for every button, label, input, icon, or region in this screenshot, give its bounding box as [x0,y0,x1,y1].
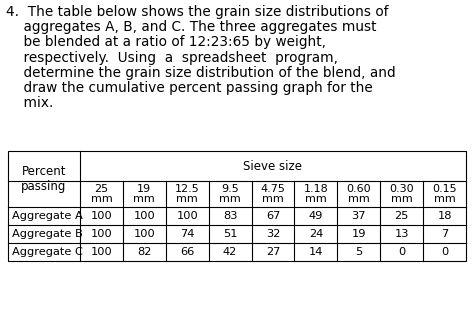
Text: 25: 25 [94,184,109,194]
Text: mm: mm [305,194,327,204]
Text: 18: 18 [438,211,452,221]
Text: 4.75: 4.75 [261,184,285,194]
Text: mm: mm [391,194,412,204]
Text: aggregates A, B, and C. The three aggregates must: aggregates A, B, and C. The three aggreg… [6,20,376,34]
Text: mm: mm [176,194,198,204]
Text: 82: 82 [137,247,152,257]
Text: 67: 67 [266,211,280,221]
Text: 0: 0 [441,247,448,257]
Text: 100: 100 [91,247,112,257]
Text: 19: 19 [352,229,366,239]
Text: 14: 14 [309,247,323,257]
Text: Sieve size: Sieve size [244,160,302,173]
Text: Aggregate A: Aggregate A [12,211,83,221]
Text: 32: 32 [266,229,280,239]
Text: 0: 0 [398,247,405,257]
Text: Percent
passing: Percent passing [21,165,67,193]
Text: 1.18: 1.18 [303,184,328,194]
Text: mm: mm [91,194,112,204]
Text: mm: mm [434,194,456,204]
Text: 13: 13 [394,229,409,239]
Text: 100: 100 [134,211,155,221]
Text: determine the grain size distribution of the blend, and: determine the grain size distribution of… [6,66,396,80]
Text: be blended at a ratio of 12:23:65 by weight,: be blended at a ratio of 12:23:65 by wei… [6,35,326,49]
Text: 100: 100 [134,229,155,239]
Text: 0.30: 0.30 [389,184,414,194]
Text: 7: 7 [441,229,448,239]
Text: 0.15: 0.15 [432,184,457,194]
Text: mm: mm [348,194,370,204]
Bar [8,151,466,261]
Text: 66: 66 [180,247,194,257]
Text: 83: 83 [223,211,237,221]
Text: mix.: mix. [6,96,54,110]
Text: respectively.  Using  a  spreadsheet  program,: respectively. Using a spreadsheet progra… [6,51,338,64]
Text: 9.5: 9.5 [221,184,239,194]
Text: 12.5: 12.5 [175,184,200,194]
Text: mm: mm [219,194,241,204]
Text: 49: 49 [309,211,323,221]
Text: 74: 74 [180,229,194,239]
Text: 100: 100 [91,211,112,221]
Text: 100: 100 [91,229,112,239]
Text: Aggregate B: Aggregate B [12,229,83,239]
Text: 4.  The table below shows the grain size distributions of: 4. The table below shows the grain size … [6,5,389,19]
Text: mm: mm [262,194,284,204]
Text: 100: 100 [176,211,198,221]
Text: Aggregate C: Aggregate C [12,247,83,257]
Text: 0.60: 0.60 [346,184,371,194]
Text: 42: 42 [223,247,237,257]
Text: 51: 51 [223,229,237,239]
Text: 37: 37 [352,211,366,221]
Text: 5: 5 [355,247,363,257]
Text: 19: 19 [137,184,151,194]
Text: mm: mm [134,194,155,204]
Text: draw the cumulative percent passing graph for the: draw the cumulative percent passing grap… [6,81,373,95]
Text: 25: 25 [394,211,409,221]
Text: 27: 27 [266,247,280,257]
Text: 24: 24 [309,229,323,239]
